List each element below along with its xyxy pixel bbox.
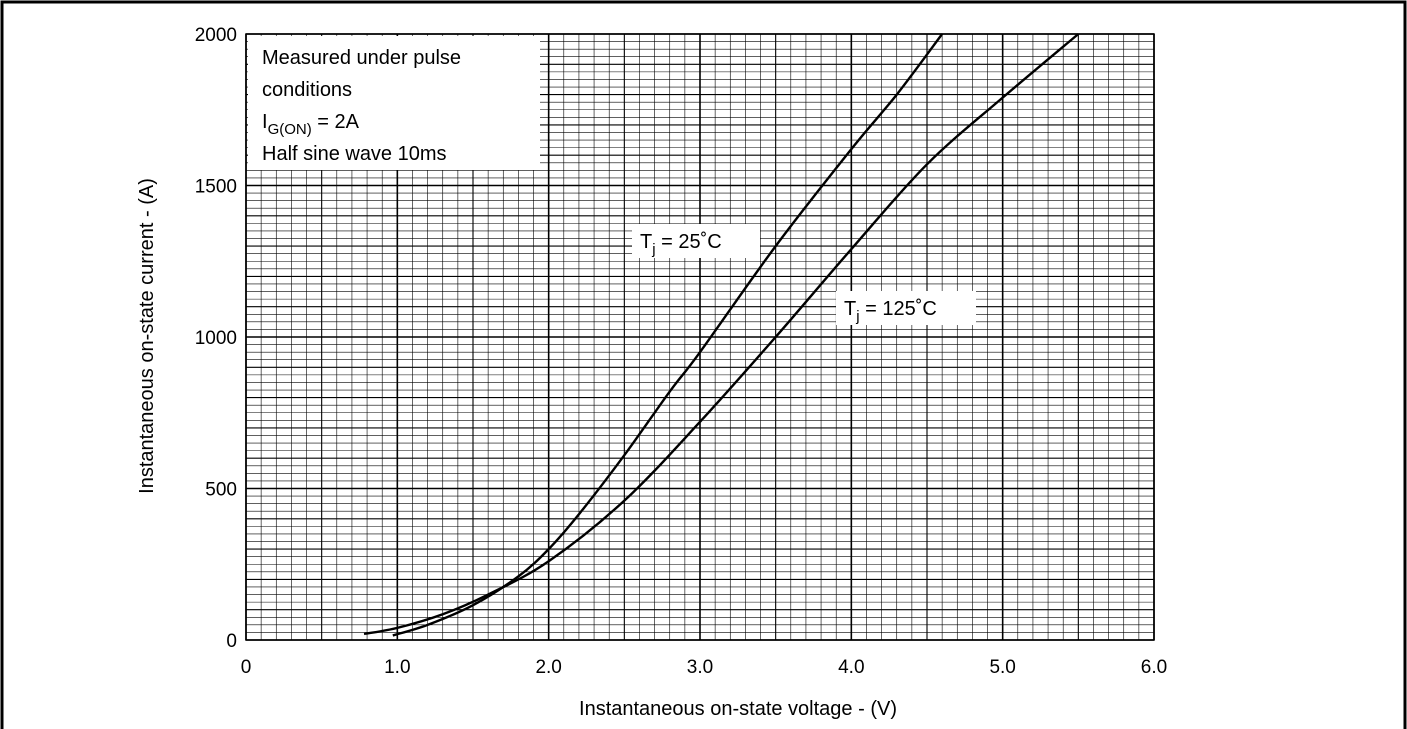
series-label-125c-sub: j: [855, 308, 859, 325]
conditions-line-2: conditions: [262, 79, 352, 101]
y-tick-label: 2000: [195, 25, 237, 46]
y-tick-label: 500: [205, 480, 237, 501]
series-label-25c-value: = 25˚C: [656, 231, 722, 253]
gate-subscript: G(ON): [268, 121, 312, 138]
y-tick-labels: 0 500 1000 1500 2000: [195, 25, 237, 652]
x-tick-label: 4.0: [838, 657, 864, 678]
x-tick-label: 0: [241, 657, 252, 678]
x-tick-label: 6.0: [1141, 657, 1167, 678]
conditions-line-1: Measured under pulse: [262, 47, 461, 69]
series-label-125c-value: = 125˚C: [860, 298, 937, 320]
x-tick-label: 2.0: [535, 657, 561, 678]
curves: [363, 33, 1080, 637]
y-tick-label: 1000: [195, 328, 237, 349]
series-label-25c-sub: j: [651, 241, 655, 258]
plot-border: [245, 33, 1155, 641]
conditions-line-4: Half sine wave 10ms: [262, 143, 447, 165]
x-tick-label: 3.0: [687, 657, 713, 678]
gate-symbol: I: [262, 111, 268, 133]
series-label-125c-symbol: T: [844, 298, 856, 320]
series-label-25c-symbol: T: [640, 231, 652, 253]
conditions-box: [248, 36, 540, 170]
y-axis-title: Instantaneous on-state current - (A): [136, 178, 158, 494]
series-curve-0: [392, 33, 944, 637]
gate-value: = 2A: [312, 111, 360, 133]
x-tick-label: 5.0: [989, 657, 1015, 678]
y-tick-label: 1500: [195, 177, 237, 198]
conditions-line-3: IG(ON) = 2A: [262, 111, 360, 138]
series-label-125c: Tj = 125˚C: [844, 298, 937, 325]
series-label-bg-25: [632, 224, 760, 258]
x-tick-labels: 0 1.0 2.0 3.0 4.0 5.0 6.0: [241, 657, 1168, 678]
series-curve-1: [363, 33, 1080, 636]
x-tick-label: 1.0: [384, 657, 410, 678]
series-label-25c: Tj = 25˚C: [640, 231, 722, 258]
series-label-bg-125: [836, 291, 976, 325]
y-tick-label: 0: [226, 631, 237, 652]
x-axis-title: Instantaneous on-state voltage - (V): [579, 698, 897, 720]
